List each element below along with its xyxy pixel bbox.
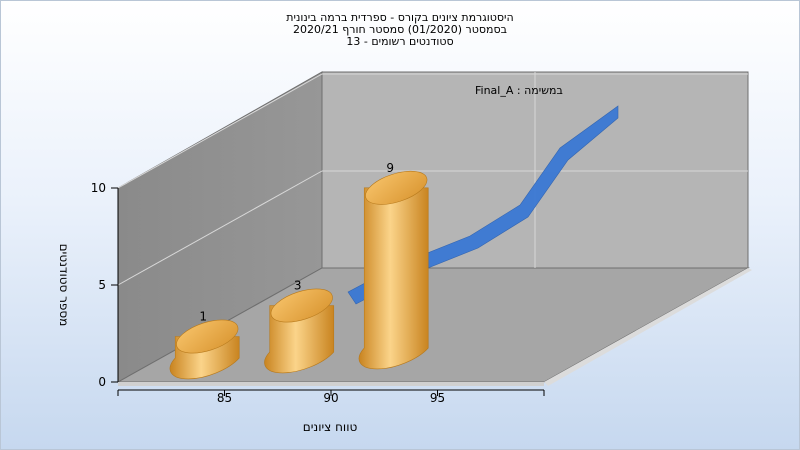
x-tick-label: 85: [217, 391, 232, 405]
y-gridline-side: [117, 170, 323, 286]
chart-title-line-1: היסטוגרמת ציונים בקורס - ספרדית ברמה בינ…: [286, 11, 514, 24]
y-tick-label: 0: [98, 375, 106, 389]
bar-body: [264, 305, 335, 374]
x-tick-label: 95: [430, 391, 445, 405]
chart-title-line-2: בסמסטר (01/2020) סמסטר חורף 2020/21: [293, 23, 507, 36]
bar-top: [270, 288, 333, 323]
x-tick-label: 90: [323, 391, 338, 405]
bar-body: [358, 187, 429, 370]
chart-front-edge: [118, 382, 544, 386]
y-tick-label: 10: [91, 181, 106, 195]
y-gridline-side: [117, 73, 323, 189]
y-tick-label: 5: [98, 278, 106, 292]
chart-right-edge: [544, 268, 752, 386]
bar-top: [176, 319, 239, 354]
bar-top: [365, 170, 428, 205]
bar-data-label: 9: [386, 161, 394, 175]
chart-subtitle: במשימה : Final_A: [475, 84, 563, 97]
y-axis-title: מספר סטודנטים: [57, 244, 71, 327]
bar-data-label: 3: [294, 279, 302, 293]
bar-data-label: 1: [199, 310, 207, 324]
x-axis-title: טווח ציונים: [303, 420, 358, 434]
bar: [264, 288, 335, 374]
bar: [358, 170, 429, 370]
chart-title-line-3: סטודנטים רשומים - 13: [346, 35, 454, 48]
bar: [169, 319, 240, 380]
